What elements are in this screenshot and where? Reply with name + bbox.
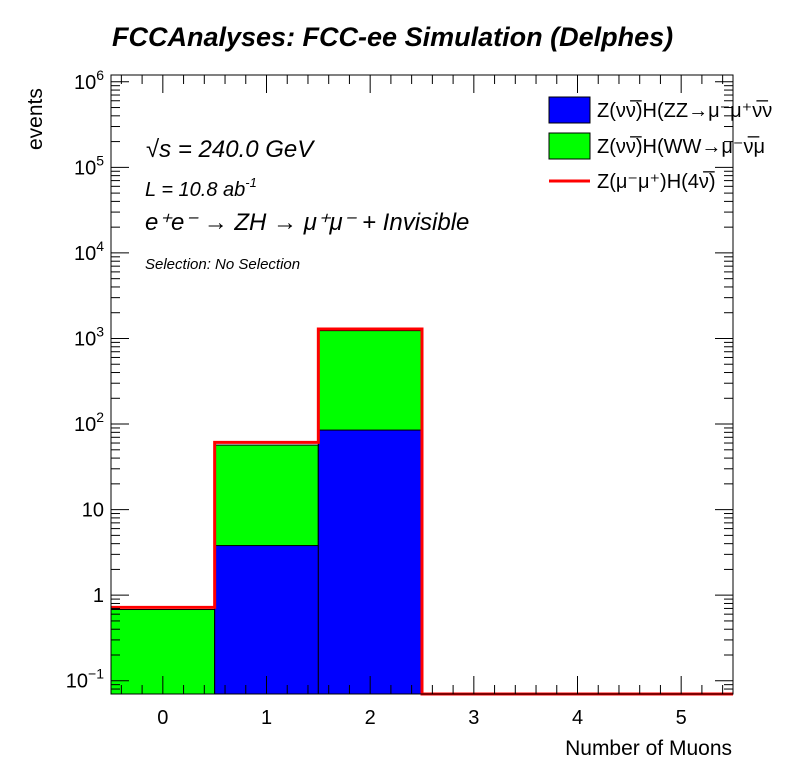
x-tick-label: 3	[468, 707, 479, 729]
x-tick-label: 4	[572, 707, 583, 729]
legend-label: Z(νν̅)H(ZZ→μ⁻μ⁺ν̅ν	[597, 99, 772, 122]
legend-swatch	[548, 96, 591, 124]
x-tick-label: 1	[261, 707, 272, 729]
legend-label: Z(μ⁻μ⁺)H(4ν̅)	[597, 170, 716, 193]
sqrt-s-annotation: √s = 240.0 GeV	[146, 136, 315, 163]
legend-swatch	[548, 132, 591, 160]
x-axis: 0 1 2 3 4 5	[120, 75, 724, 729]
y-tick-label: 103	[74, 323, 104, 350]
y-tick-label: 102	[74, 409, 104, 436]
y-tick-label: 106	[74, 67, 104, 94]
bars-layer	[110, 330, 423, 695]
x-tick-label: 0	[157, 707, 168, 729]
y-tick-label: 1	[93, 585, 104, 607]
x-tick-label: 2	[365, 707, 376, 729]
legend: Z(νν̅)H(ZZ→μ⁻μ⁺ν̅ν Z(νν̅)H(WW→μ⁻ν̅μ Z(μ⁻μ⁺…	[548, 96, 772, 193]
plot-frame	[110, 74, 734, 695]
process-annotation: e⁺e⁻ → ZH → μ⁺μ⁻ + Invisible	[145, 209, 469, 236]
y-axis: 10−1 1 10 102 103 104 105 106	[66, 67, 733, 695]
luminosity-annotation: L = 10.8 ab-1	[145, 175, 257, 201]
y-tick-label: 10−1	[66, 666, 104, 693]
selection-annotation: Selection: No Selection	[145, 256, 300, 273]
x-axis-label: Number of Muons	[565, 737, 732, 760]
luminosity-text: L = 10.8 ab	[145, 179, 245, 201]
y-tick-label: 105	[74, 152, 104, 179]
x-tick-label: 5	[676, 707, 687, 729]
y-axis-label: events	[24, 88, 47, 150]
bar	[317, 429, 423, 695]
legend-label: Z(νν̅)H(WW→μ⁻ν̅μ	[597, 135, 765, 158]
luminosity-exponent: -1	[245, 175, 257, 190]
bar	[214, 545, 319, 695]
chart-title: FCCAnalyses: FCC-ee Simulation (Delphes)	[112, 22, 673, 52]
y-tick-label: 104	[74, 238, 104, 265]
y-tick-label: 10	[82, 500, 104, 522]
